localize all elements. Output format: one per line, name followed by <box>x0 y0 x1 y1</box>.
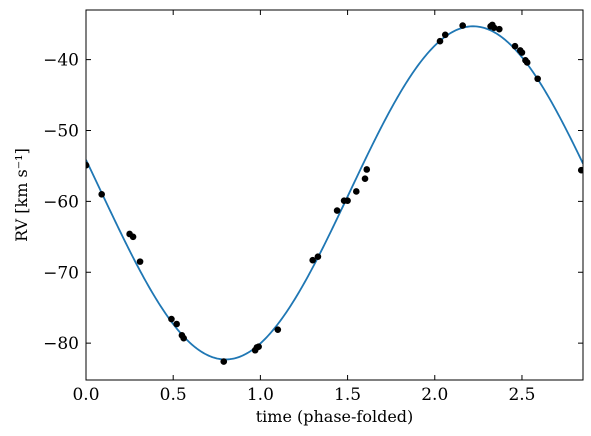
y-tick-label: −40 <box>43 51 79 71</box>
data-point <box>490 24 498 32</box>
data-point <box>511 42 519 50</box>
x-axis-label: time (phase-folded) <box>256 407 414 426</box>
data-point <box>518 49 526 56</box>
x-tick-label: 0.0 <box>72 385 99 405</box>
data-point <box>274 326 282 333</box>
data-point <box>309 256 317 264</box>
x-tick-label: 1.5 <box>334 385 361 405</box>
data-point <box>353 188 360 195</box>
plot-area <box>86 21 583 365</box>
data-point <box>220 358 228 365</box>
plot-frame <box>85 9 584 381</box>
data-point <box>129 233 137 241</box>
data-point <box>86 161 90 169</box>
data-point <box>459 22 466 29</box>
x-tick-label: 2.0 <box>421 385 448 405</box>
data-point <box>98 190 105 198</box>
data-point <box>314 253 322 260</box>
x-tick-label: 1.0 <box>247 385 274 405</box>
data-point <box>168 315 175 323</box>
y-axis-label: RV [km s⁻¹] <box>12 148 31 242</box>
data-point <box>436 37 444 45</box>
x-tick-label: 2.5 <box>508 385 535 405</box>
data-point <box>136 258 144 265</box>
data-point <box>363 166 371 173</box>
y-tick-label: −80 <box>43 334 79 354</box>
data-point <box>361 175 369 182</box>
data-point <box>534 75 541 83</box>
x-tick-label: 0.5 <box>160 385 187 405</box>
y-tick-label: −60 <box>43 192 79 212</box>
axis-ticks: 0.0 0.5 1.0 1.5 2.0 2.5 −80 −70 −60 −50 −40 <box>43 10 583 405</box>
data-point <box>441 31 449 39</box>
data-point <box>495 25 503 33</box>
data-point <box>173 320 180 328</box>
data-point <box>333 207 341 214</box>
y-tick-label: −50 <box>43 121 79 141</box>
y-tick-label: −70 <box>43 263 79 283</box>
data-point <box>180 334 187 342</box>
data-point <box>255 343 262 350</box>
data-point <box>523 59 531 66</box>
data-point <box>344 197 351 204</box>
data-point <box>577 166 583 174</box>
